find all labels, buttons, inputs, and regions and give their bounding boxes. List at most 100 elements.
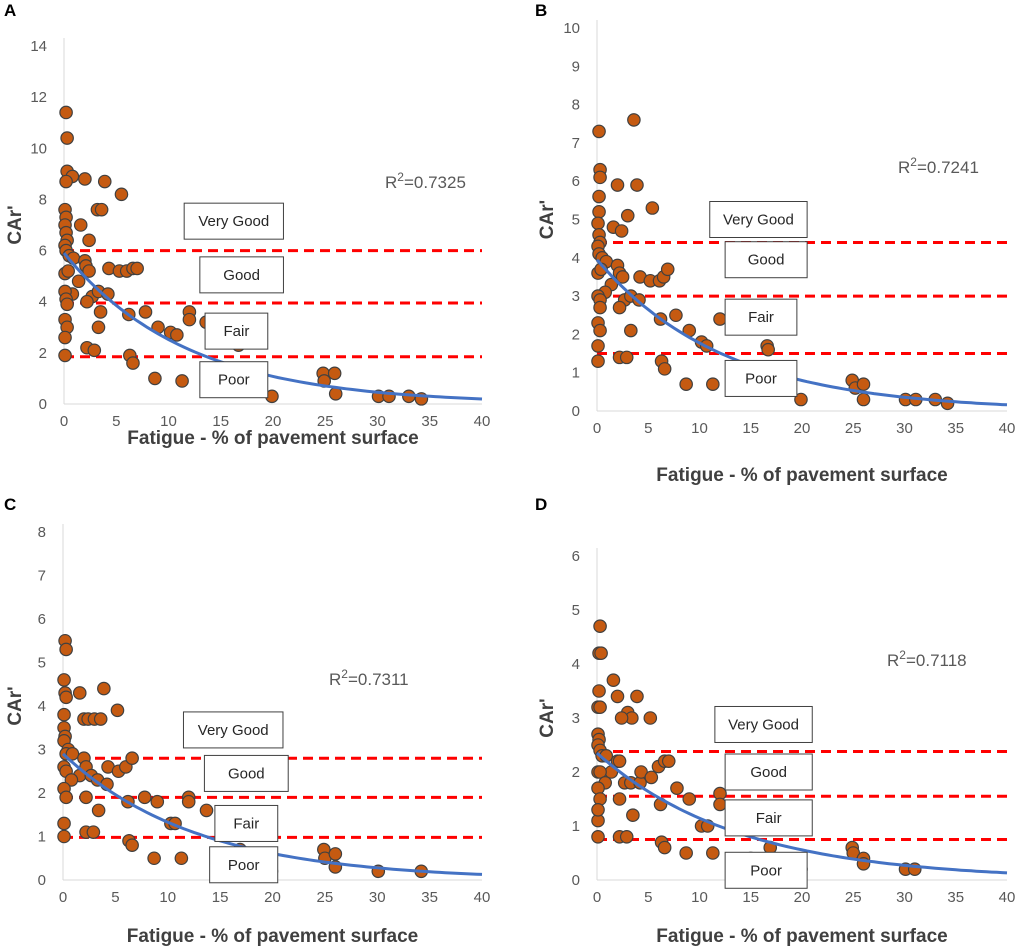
x-tick-label: 5 <box>644 420 652 437</box>
data-point <box>110 703 125 718</box>
data-point <box>610 689 625 704</box>
y-tick-label: 5 <box>572 602 580 619</box>
data-point <box>794 392 808 407</box>
data-point <box>856 392 871 407</box>
x-tick-label: 40 <box>999 889 1016 906</box>
data-point <box>624 323 638 338</box>
data-point <box>91 320 106 335</box>
data-point <box>79 790 93 805</box>
band-label-poor: Poor <box>724 851 808 889</box>
y-tick-label: 2 <box>572 326 580 343</box>
data-point <box>181 794 196 809</box>
data-point <box>670 781 684 795</box>
x-tick-label: 0 <box>593 889 601 906</box>
data-point <box>610 178 625 192</box>
x-tick-label: 35 <box>421 889 438 906</box>
data-point <box>643 711 658 725</box>
band-box <box>203 754 289 792</box>
band-label-very-good: Very Good <box>183 202 284 240</box>
data-point <box>93 305 108 319</box>
x-tick-label: 0 <box>60 413 68 430</box>
data-point <box>856 377 871 391</box>
data-point <box>612 754 627 768</box>
r-squared-label: R2=0.7325 <box>385 170 466 192</box>
data-point <box>137 790 152 805</box>
data-point <box>679 377 693 391</box>
x-tick-label: 25 <box>845 420 862 437</box>
band-box <box>724 298 798 336</box>
x-tick-label: 35 <box>947 420 964 437</box>
x-tick-label: 25 <box>317 413 334 430</box>
r-squared-value: =0.7311 <box>348 670 409 689</box>
r-squared-prefix: R <box>887 651 899 670</box>
y-tick-label: 4 <box>572 250 580 267</box>
data-point <box>614 711 629 725</box>
y-tick-label: 3 <box>38 742 46 759</box>
band-text: Fair <box>748 309 774 326</box>
y-axis-title: CAr' <box>537 200 558 239</box>
data-point <box>940 396 955 411</box>
data-point <box>58 330 72 345</box>
data-point <box>606 673 621 687</box>
y-tick-label: 6 <box>39 243 47 260</box>
data-point <box>592 189 606 204</box>
data-point <box>619 829 634 844</box>
y-tick-label: 3 <box>572 710 580 727</box>
band-text: Very Good <box>198 722 269 739</box>
x-tick-label: 30 <box>896 889 913 906</box>
data-point <box>87 343 102 358</box>
r-squared-prefix: R <box>385 173 397 192</box>
r-squared-superscript: 2 <box>397 170 404 184</box>
data-point <box>593 765 607 779</box>
data-point <box>657 362 672 376</box>
x-tick-label: 5 <box>644 889 652 906</box>
x-tick-label: 10 <box>691 420 708 437</box>
data-point <box>72 686 87 700</box>
data-point <box>170 328 184 342</box>
band-label-very-good: Very Good <box>182 711 284 749</box>
x-tick-label: 20 <box>794 889 811 906</box>
y-tick-label: 4 <box>39 294 47 311</box>
y-tick-label: 14 <box>30 38 47 55</box>
chart-panel-d: D 0 1 2 3 4 5 6 0 5 10 15 20 25 30 35 40 CAr' Fatigue - % … <box>535 495 1015 947</box>
data-point <box>60 297 74 312</box>
data-point <box>82 233 96 248</box>
y-tick-label: 0 <box>39 396 47 413</box>
data-point <box>761 342 775 357</box>
x-tick-label: 10 <box>691 889 708 906</box>
data-point <box>627 113 641 127</box>
data-point <box>58 348 72 363</box>
data-point <box>615 270 630 284</box>
x-tick-label: 10 <box>160 413 177 430</box>
band-text: Poor <box>745 370 777 387</box>
band-box <box>724 241 808 279</box>
y-tick-label: 8 <box>39 191 47 208</box>
data-point <box>660 262 675 277</box>
data-point <box>182 312 197 327</box>
band-box <box>182 711 284 749</box>
x-tick-label: 5 <box>112 413 120 430</box>
band-box <box>209 846 279 884</box>
y-tick-label: 12 <box>30 89 47 106</box>
band-text: Very Good <box>723 212 794 229</box>
r-squared-label: R2=0.7118 <box>887 648 967 670</box>
y-axis-title: CAr' <box>5 686 26 725</box>
data-point <box>682 792 697 806</box>
y-tick-label: 2 <box>39 345 47 362</box>
x-tick-label: 35 <box>421 413 438 430</box>
data-point <box>327 366 342 381</box>
y-tick-label: 4 <box>38 698 46 715</box>
trend-line <box>62 252 483 401</box>
y-tick-label: 0 <box>572 872 580 889</box>
data-point <box>125 838 139 852</box>
y-tick-label: 0 <box>38 872 46 889</box>
band-text: Poor <box>228 857 260 874</box>
data-point <box>592 124 606 139</box>
band-text: Fair <box>756 810 782 827</box>
chart-panel-b: B 0 1 2 3 4 5 6 7 8 9 10 0 5 10 15 20 25 30 35 40 CAr' Fatigue… <box>535 1 1015 486</box>
data-point <box>593 619 607 633</box>
data-point <box>64 773 79 787</box>
band-label-fair: Fair <box>724 799 813 837</box>
r-squared-label: R2=0.7241 <box>898 155 979 177</box>
x-tick-label: 15 <box>212 413 229 430</box>
